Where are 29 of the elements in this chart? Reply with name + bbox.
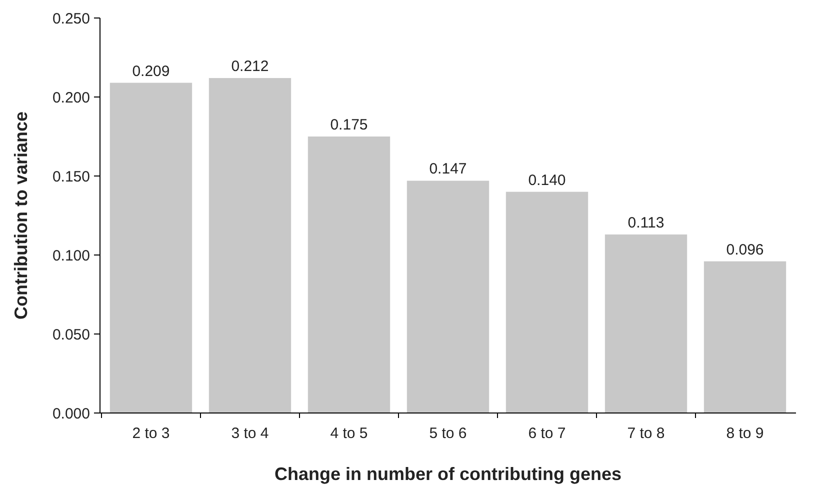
x-tick-label: 4 to 5 — [330, 425, 368, 442]
bar — [110, 82, 192, 413]
bar — [208, 78, 292, 413]
bar — [308, 136, 390, 413]
x-tick-label: 8 to 9 — [726, 425, 764, 442]
data-label: 0.175 — [330, 116, 368, 134]
bar — [704, 261, 786, 413]
y-tick-label: 0.100 — [52, 247, 90, 264]
y-axis-title: Contribution to variance — [11, 111, 31, 320]
y-tick-label: 0.250 — [52, 10, 90, 28]
y-tick-label: 0.050 — [52, 326, 90, 344]
x-tick-label: 3 to 4 — [231, 425, 269, 442]
x-tick-label: 7 to 8 — [627, 425, 665, 442]
data-label: 0.209 — [132, 62, 170, 80]
y-tick-label: 0.000 — [52, 405, 90, 422]
x-axis-title: Change in number of contributing genes — [274, 464, 622, 484]
bar — [406, 180, 490, 413]
bar — [604, 234, 688, 413]
x-tick-label: 2 to 3 — [132, 425, 170, 442]
x-tick-label: 6 to 7 — [528, 425, 566, 442]
bar — [506, 192, 588, 413]
data-label: 0.147 — [429, 160, 467, 178]
y-tick-label: 0.150 — [52, 168, 90, 186]
data-label: 0.140 — [528, 172, 566, 189]
data-label: 0.212 — [231, 58, 269, 76]
data-label: 0.113 — [628, 214, 664, 232]
x-tick-label: 5 to 6 — [429, 425, 467, 442]
y-tick-label: 0.200 — [52, 89, 90, 106]
data-label: 0.096 — [726, 241, 764, 258]
